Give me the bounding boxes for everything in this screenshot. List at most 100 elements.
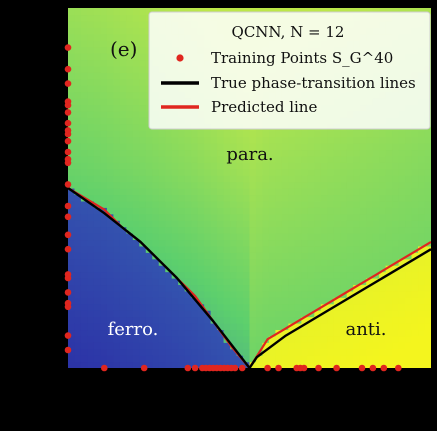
heatmap-cell <box>191 348 199 356</box>
heatmap-cell <box>171 200 179 208</box>
heatmap-cell <box>333 168 341 176</box>
heatmap-cell <box>243 271 251 279</box>
heatmap-cell <box>74 245 82 253</box>
heatmap-cell <box>126 181 134 189</box>
heatmap-cell <box>139 14 147 22</box>
heatmap-cell <box>379 149 387 157</box>
heatmap-cell <box>262 335 270 343</box>
heatmap-cell <box>346 143 354 151</box>
heatmap-cell <box>236 181 244 189</box>
heatmap-cell <box>191 136 199 144</box>
heatmap-cell <box>171 335 179 343</box>
heatmap-cell <box>301 130 309 138</box>
heatmap-cell <box>145 258 153 266</box>
heatmap-cell <box>217 136 225 144</box>
heatmap-cell <box>152 162 160 170</box>
heatmap-cell <box>411 265 419 273</box>
heatmap-cell <box>333 239 341 247</box>
heatmap-cell <box>145 136 153 144</box>
heatmap-cell <box>288 194 296 202</box>
heatmap-cell <box>68 220 76 228</box>
heatmap-cell <box>262 188 270 196</box>
heatmap-cell <box>87 65 95 73</box>
heatmap-cell <box>379 342 387 350</box>
heatmap-cell <box>106 20 114 28</box>
heatmap-cell <box>398 348 406 356</box>
heatmap-cell <box>139 265 147 273</box>
heatmap-cell <box>119 342 127 350</box>
heatmap-cell <box>411 136 419 144</box>
heatmap-cell <box>281 303 289 311</box>
heatmap-cell <box>230 271 238 279</box>
heatmap-cell <box>346 290 354 298</box>
heatmap-cell <box>126 310 134 318</box>
heatmap-cell <box>262 194 270 202</box>
heatmap-cell <box>74 239 82 247</box>
heatmap-cell <box>119 348 127 356</box>
heatmap-cell <box>113 265 121 273</box>
heatmap-cell <box>294 188 302 196</box>
heatmap-cell <box>418 316 426 324</box>
training-point <box>64 231 72 239</box>
heatmap-cell <box>178 284 186 292</box>
heatmap-cell <box>366 233 374 241</box>
heatmap-cell <box>139 20 147 28</box>
heatmap-cell <box>93 252 102 260</box>
heatmap-cell <box>340 316 348 324</box>
heatmap-cell <box>119 72 127 80</box>
legend: QCNN, N = 12 Training Points S_G^40 True… <box>148 11 431 130</box>
heatmap-cell <box>405 361 413 368</box>
heatmap-cell <box>171 220 179 228</box>
heatmap-cell <box>184 162 192 170</box>
heatmap-cell <box>372 168 380 176</box>
heatmap-cell <box>210 355 218 363</box>
heatmap-cell <box>294 329 302 337</box>
heatmap-cell <box>68 168 76 176</box>
heatmap-cell <box>165 181 173 189</box>
heatmap-cell <box>294 213 302 221</box>
heatmap-cell <box>191 271 199 279</box>
heatmap-cell <box>217 207 225 215</box>
heatmap-cell <box>385 297 393 305</box>
heatmap-cell <box>314 175 322 183</box>
training-point <box>64 127 72 134</box>
heatmap-cell <box>398 162 406 170</box>
heatmap-cell <box>411 226 419 234</box>
heatmap-cell <box>93 27 102 35</box>
heatmap-cell <box>405 245 413 253</box>
heatmap-cell <box>132 27 140 35</box>
heatmap-cell <box>100 168 108 176</box>
heatmap-cell <box>93 59 102 67</box>
heatmap-cell <box>204 361 212 368</box>
heatmap-cell <box>281 278 289 286</box>
heatmap-cell <box>126 290 134 298</box>
heatmap-cell <box>346 168 354 176</box>
heatmap-cell <box>268 278 277 286</box>
heatmap-cell <box>249 284 257 292</box>
heatmap-cell <box>158 290 166 298</box>
heatmap-cell <box>340 323 348 331</box>
heatmap-cell <box>385 348 393 356</box>
heatmap-cell <box>74 59 82 67</box>
heatmap-cell <box>106 335 114 343</box>
heatmap-cell <box>74 155 82 163</box>
heatmap-cell <box>100 297 108 305</box>
heatmap-cell <box>80 297 89 305</box>
heatmap-cell <box>288 168 296 176</box>
heatmap-cell <box>184 348 192 356</box>
heatmap-cell <box>230 290 238 298</box>
heatmap-cell <box>392 284 400 292</box>
heatmap-cell <box>301 162 309 170</box>
heatmap-cell <box>87 252 95 260</box>
heatmap-cell <box>93 271 102 279</box>
heatmap-cell <box>80 162 89 170</box>
heatmap-cell <box>333 226 341 234</box>
heatmap-cell <box>294 361 302 368</box>
heatmap-cell <box>405 342 413 350</box>
heatmap-cell <box>236 348 244 356</box>
heatmap-cell <box>132 220 140 228</box>
heatmap-cell <box>139 149 147 157</box>
heatmap-cell <box>152 130 160 138</box>
heatmap-cell <box>424 168 431 176</box>
heatmap-cell <box>145 310 153 318</box>
